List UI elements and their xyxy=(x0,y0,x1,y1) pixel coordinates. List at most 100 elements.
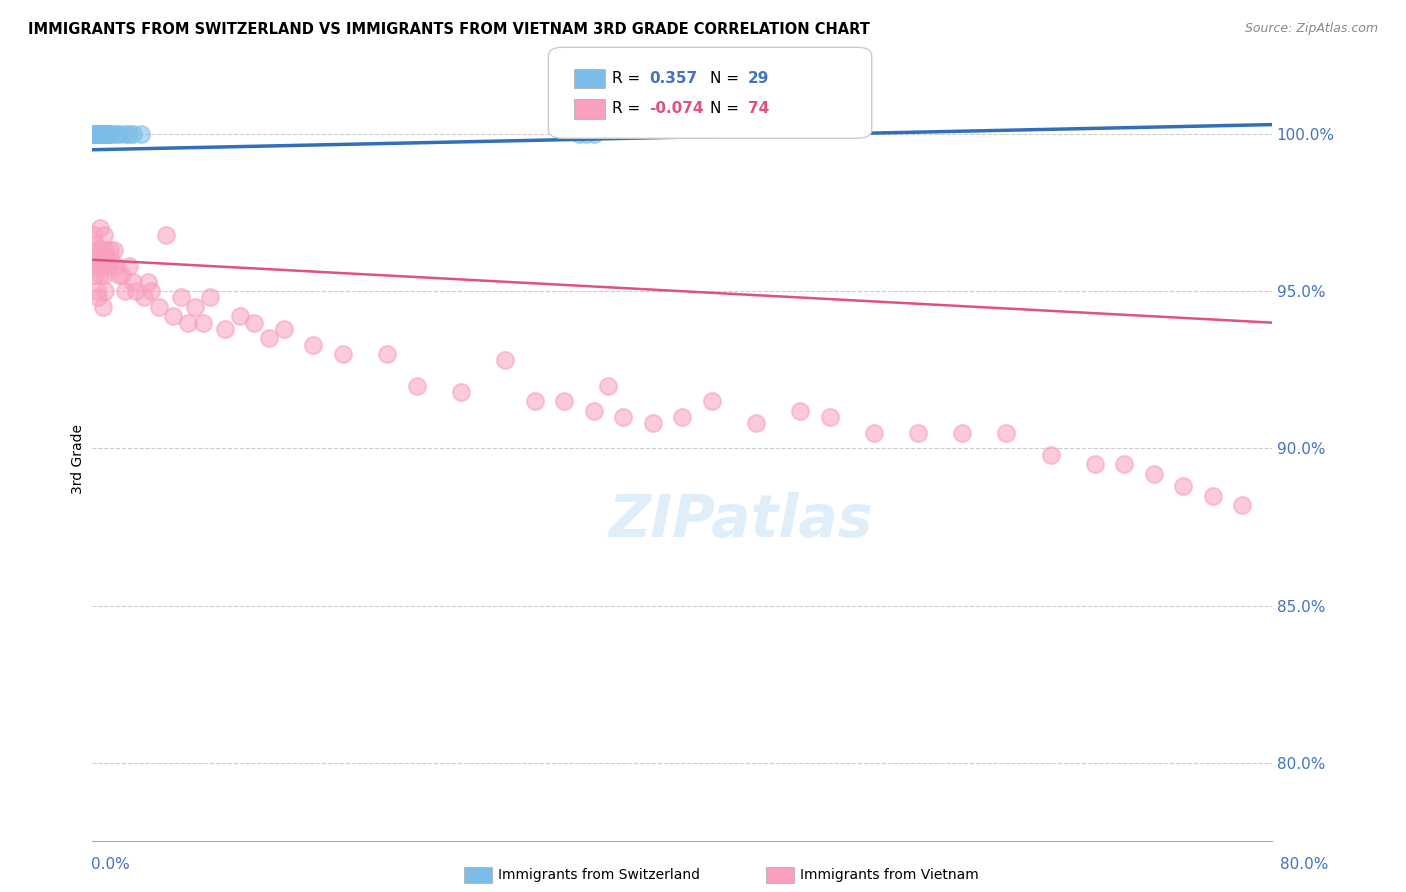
Point xyxy=(118,127,141,141)
Point xyxy=(83,227,105,242)
Point xyxy=(523,394,546,409)
Point xyxy=(104,127,127,141)
Point xyxy=(132,291,155,305)
Point xyxy=(89,127,111,141)
Point xyxy=(91,127,114,141)
Point xyxy=(125,284,148,298)
Point xyxy=(93,127,115,141)
Point xyxy=(671,409,693,424)
Point xyxy=(598,378,620,392)
Point xyxy=(84,127,107,141)
Point xyxy=(97,259,120,273)
Point xyxy=(129,127,152,141)
Point xyxy=(98,244,121,258)
Point xyxy=(582,127,605,141)
Point xyxy=(273,322,295,336)
Point xyxy=(191,316,214,330)
Point xyxy=(214,322,236,336)
Point xyxy=(86,127,108,141)
Point xyxy=(405,378,427,392)
Point xyxy=(332,347,354,361)
Text: 80.0%: 80.0% xyxy=(1281,857,1329,872)
Point xyxy=(122,275,145,289)
Point xyxy=(1173,479,1195,493)
Point xyxy=(995,425,1018,440)
Y-axis label: 3rd Grade: 3rd Grade xyxy=(72,425,86,494)
Text: N =: N = xyxy=(710,71,740,86)
Point xyxy=(1114,457,1136,471)
Point xyxy=(97,127,120,141)
Text: -0.074: -0.074 xyxy=(650,102,704,116)
Point xyxy=(302,337,325,351)
Point xyxy=(83,252,105,267)
Text: N =: N = xyxy=(710,102,740,116)
Point xyxy=(86,127,108,141)
Point xyxy=(198,291,221,305)
Text: 0.0%: 0.0% xyxy=(91,857,131,872)
Text: R =: R = xyxy=(612,71,640,86)
Point xyxy=(818,409,841,424)
Point xyxy=(641,416,664,430)
Point xyxy=(86,284,108,298)
Point xyxy=(89,221,111,235)
Text: 0.357: 0.357 xyxy=(650,71,697,86)
Point xyxy=(136,275,159,289)
Text: Immigrants from Switzerland: Immigrants from Switzerland xyxy=(498,868,700,882)
Point xyxy=(94,284,117,298)
Point xyxy=(90,127,112,141)
Point xyxy=(86,259,108,273)
Point xyxy=(1232,498,1254,512)
Point xyxy=(83,127,105,141)
Point xyxy=(950,425,973,440)
Point xyxy=(162,310,184,324)
Point xyxy=(184,300,207,314)
Point xyxy=(90,244,112,258)
Point xyxy=(862,425,884,440)
Point xyxy=(114,127,136,141)
Point xyxy=(575,127,598,141)
Point xyxy=(91,300,114,314)
Text: ZIPatlas: ZIPatlas xyxy=(609,492,873,549)
Point xyxy=(96,127,118,141)
Point xyxy=(87,127,110,141)
Text: Source: ZipAtlas.com: Source: ZipAtlas.com xyxy=(1244,22,1378,36)
Point xyxy=(94,127,117,141)
Point xyxy=(177,316,200,330)
Point xyxy=(148,300,170,314)
Point xyxy=(907,425,929,440)
Point xyxy=(100,252,122,267)
Point xyxy=(111,268,134,283)
Point xyxy=(257,331,280,345)
Point xyxy=(93,268,115,283)
Point xyxy=(141,284,163,298)
Point xyxy=(91,252,114,267)
Point xyxy=(375,347,398,361)
Point xyxy=(789,403,811,417)
Point xyxy=(553,394,575,409)
Point xyxy=(745,416,768,430)
Point xyxy=(87,291,110,305)
Text: R =: R = xyxy=(612,102,640,116)
Point xyxy=(243,316,266,330)
Text: 74: 74 xyxy=(748,102,769,116)
Point xyxy=(86,127,108,141)
Point xyxy=(89,127,111,141)
Point xyxy=(1084,457,1107,471)
Point xyxy=(84,237,107,252)
Point xyxy=(98,127,121,141)
Text: IMMIGRANTS FROM SWITZERLAND VS IMMIGRANTS FROM VIETNAM 3RD GRADE CORRELATION CHA: IMMIGRANTS FROM SWITZERLAND VS IMMIGRANT… xyxy=(28,22,870,37)
Point xyxy=(155,227,177,242)
Text: 29: 29 xyxy=(748,71,769,86)
Point xyxy=(104,259,127,273)
Point xyxy=(84,127,107,141)
Point xyxy=(612,409,634,424)
Point xyxy=(114,284,136,298)
Point xyxy=(700,394,723,409)
Text: Immigrants from Vietnam: Immigrants from Vietnam xyxy=(800,868,979,882)
Point xyxy=(94,244,117,258)
Point xyxy=(84,268,107,283)
Point xyxy=(87,244,110,258)
Point xyxy=(1202,489,1225,503)
Point xyxy=(83,127,105,141)
Point xyxy=(568,127,591,141)
